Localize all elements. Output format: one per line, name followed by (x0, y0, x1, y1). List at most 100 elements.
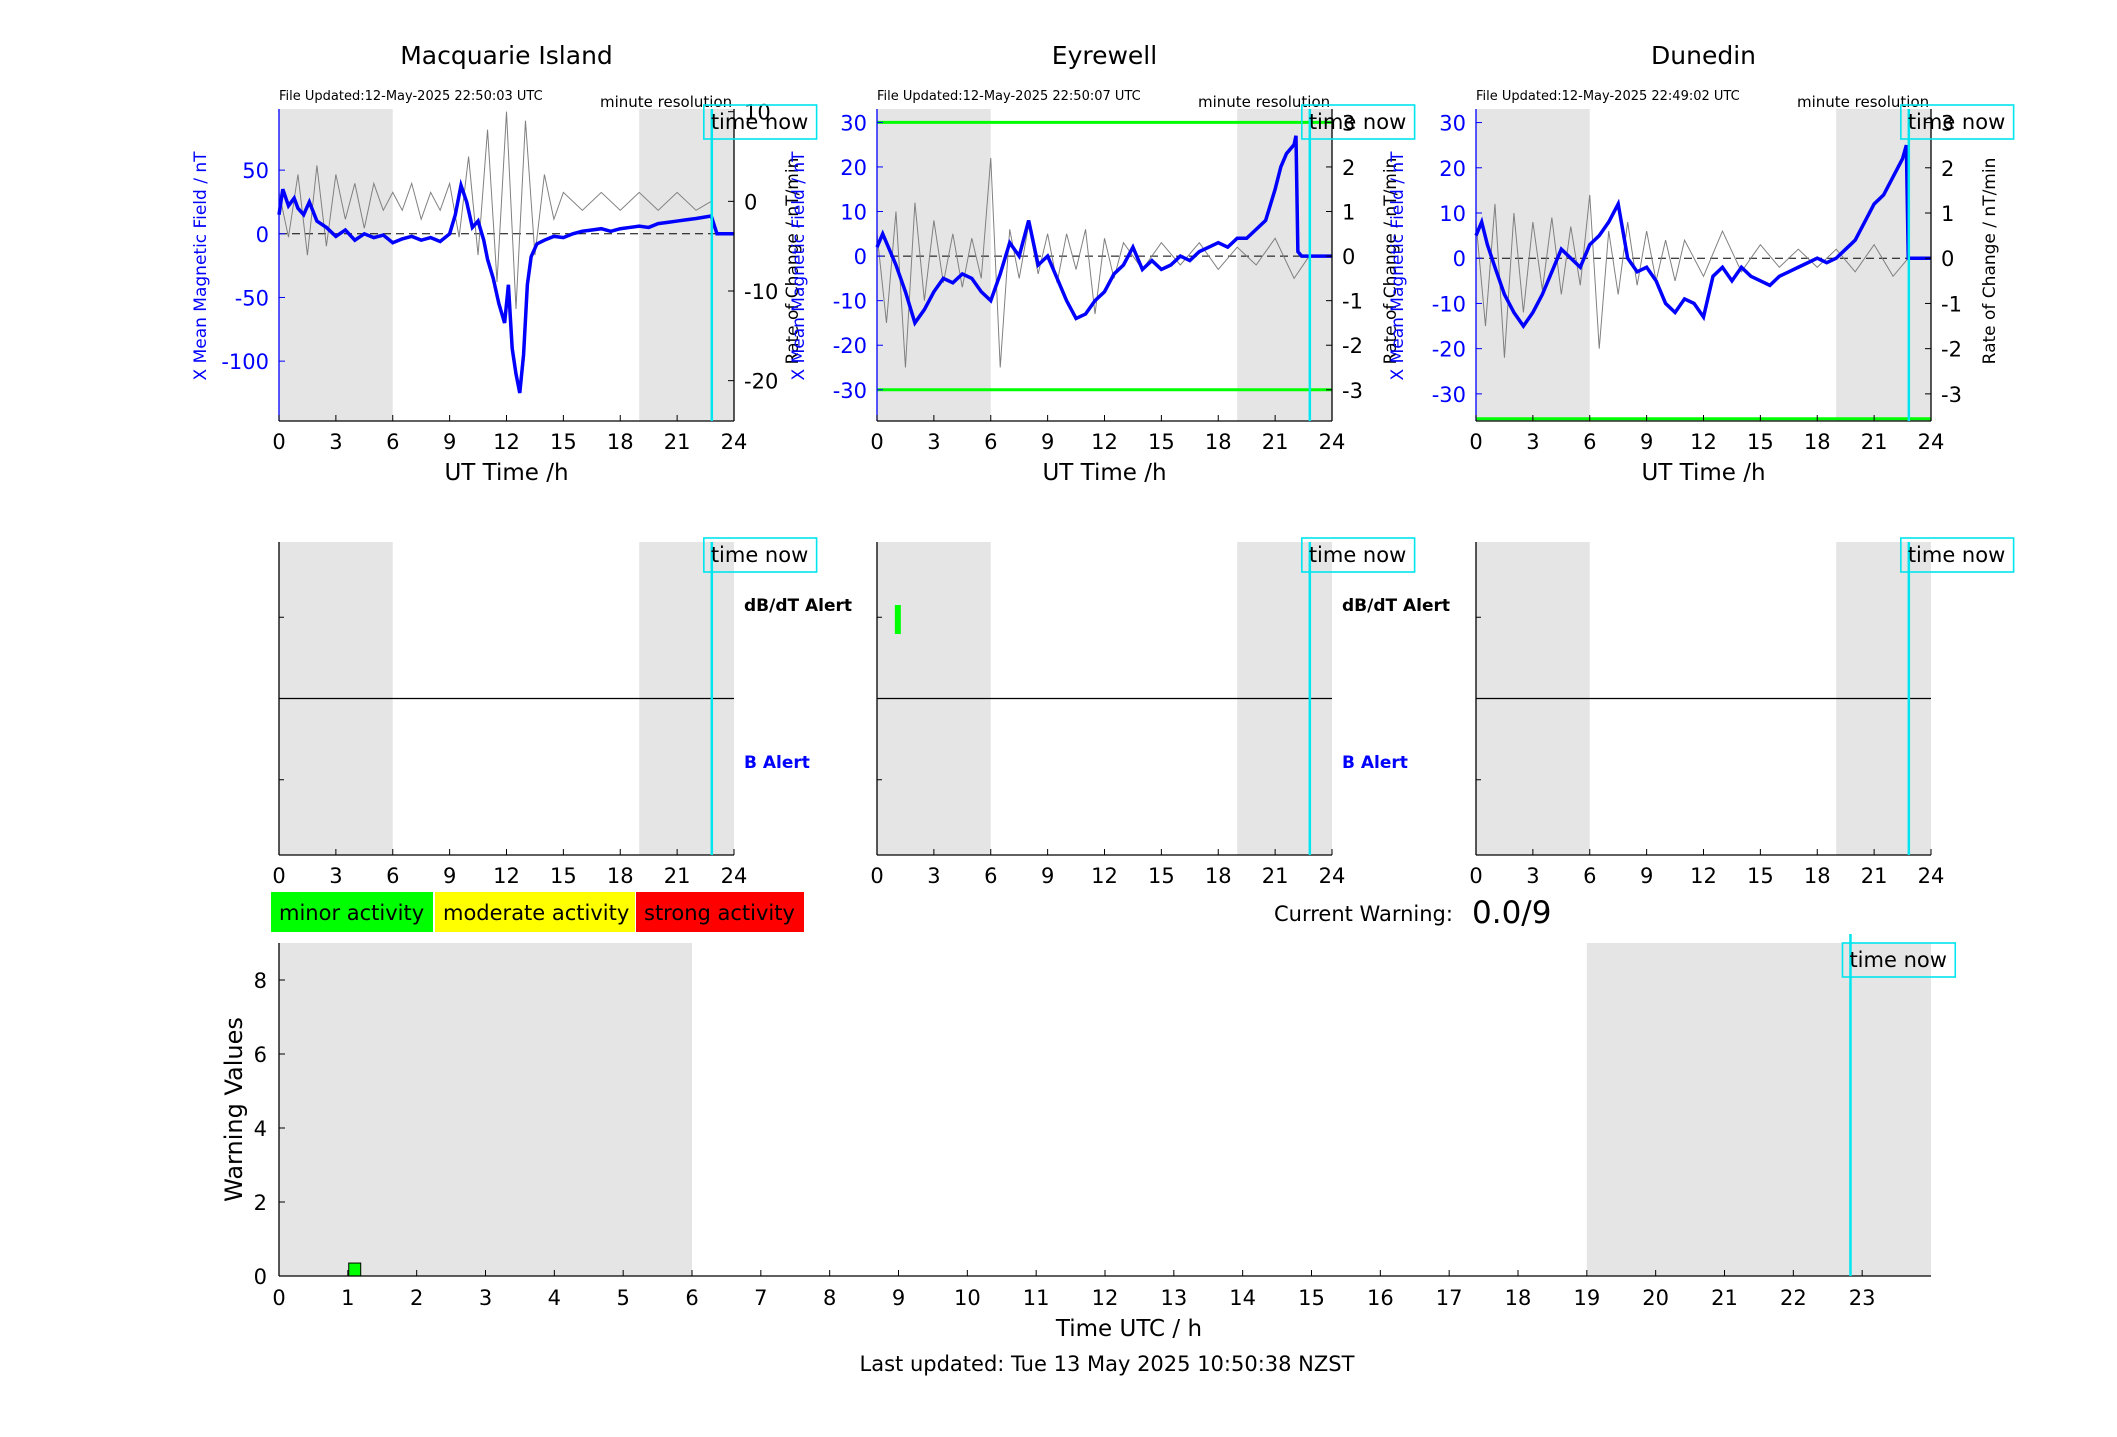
x-tick-label: 0 (870, 864, 883, 888)
time-now-label-frame (703, 537, 818, 573)
y2-tick-label: 0 (744, 190, 757, 214)
x-tick-label: 5 (616, 1286, 629, 1310)
time-now-label: time now (1309, 543, 1406, 567)
x-tick-label: 16 (1367, 1286, 1394, 1310)
y-tick-label: 0 (256, 223, 269, 247)
x-tick-label: 21 (1861, 864, 1888, 888)
x-tick-label: 0 (870, 430, 883, 454)
x-tick-label: 24 (1918, 864, 1945, 888)
time-now-label-frame (703, 104, 818, 140)
y2-tick-label: -2 (1342, 334, 1363, 358)
x-tick-label: 18 (607, 430, 634, 454)
y-axis-label: Warning Values (220, 1017, 248, 1202)
x-tick-label: 19 (1573, 1286, 1600, 1310)
x-tick-label: 1 (341, 1286, 354, 1310)
x-tick-label: 21 (664, 430, 691, 454)
y-tick-label: -10 (833, 290, 867, 314)
x-tick-label: 24 (721, 430, 748, 454)
y2-tick-label: 1 (1342, 201, 1355, 225)
x-tick-label: 18 (1804, 864, 1831, 888)
y-tick-label: -30 (833, 379, 867, 403)
y-tick-label: 50 (242, 159, 269, 183)
night-band (279, 943, 692, 1276)
night-band (1586, 943, 1931, 1276)
time-now-label: time now (1908, 110, 2005, 134)
x-tick-label: 9 (443, 430, 456, 454)
y-tick-label: 2 (254, 1191, 267, 1215)
y2-tick-label: 2 (1941, 157, 1954, 181)
x-axis-label: UT Time /h (1641, 460, 1765, 486)
x-tick-label: 9 (443, 864, 456, 888)
y-tick-label: -10 (1432, 292, 1466, 316)
x-tick-label: 18 (1804, 430, 1831, 454)
y2-tick-label: -1 (1941, 292, 1962, 316)
last-updated-text: Last updated: Tue 13 May 2025 10:50:38 N… (860, 1352, 1355, 1376)
x-tick-label: 9 (892, 1286, 905, 1310)
legend-swatch-minor (271, 892, 433, 932)
y2-tick-label: -10 (744, 280, 778, 304)
x-tick-label: 21 (1861, 430, 1888, 454)
y-axis-label: X Mean Magnetic Field / nT (789, 151, 809, 381)
y2-axis-label: Rate of Change / nT/min (783, 158, 803, 365)
x-tick-label: 6 (984, 430, 997, 454)
x-tick-label: 15 (1747, 864, 1774, 888)
resolution-text: minute resolution (1198, 93, 1330, 111)
time-now-label: time now (1309, 110, 1406, 134)
x-tick-label: 21 (1262, 864, 1289, 888)
x-tick-label: 18 (1505, 1286, 1532, 1310)
y2-tick-label: 3 (1342, 111, 1355, 135)
y-tick-label: 0 (1453, 247, 1466, 271)
x-tick-label: 24 (1319, 864, 1346, 888)
x-tick-label: 15 (550, 864, 577, 888)
x-tick-label: 12 (1091, 430, 1118, 454)
x-tick-label: 24 (1918, 430, 1945, 454)
y2-tick-label: -2 (1941, 338, 1962, 362)
x-tick-label: 0 (272, 864, 285, 888)
x-tick-label: 3 (927, 430, 940, 454)
x-tick-label: 0 (1469, 430, 1482, 454)
x-tick-label: 18 (1205, 864, 1232, 888)
x-tick-label: 18 (607, 864, 634, 888)
x-tick-label: 13 (1160, 1286, 1187, 1310)
x-tick-label: 0 (272, 430, 285, 454)
rate-series-line (278, 111, 712, 309)
x-tick-label: 21 (1262, 430, 1289, 454)
y-tick-label: 10 (840, 201, 867, 225)
x-tick-label: 11 (1023, 1286, 1050, 1310)
y-tick-label: -100 (221, 350, 269, 374)
x-tick-label: 12 (493, 864, 520, 888)
night-band (279, 109, 393, 421)
x-tick-label: 15 (1298, 1286, 1325, 1310)
legend-swatch-moderate (435, 892, 635, 932)
x-tick-label: 4 (548, 1286, 561, 1310)
y2-tick-label: 1 (1941, 202, 1954, 226)
resolution-text: minute resolution (1797, 93, 1929, 111)
x-tick-label: 3 (1526, 430, 1539, 454)
y-tick-label: -50 (235, 286, 269, 310)
field-series-line (875, 135, 1332, 327)
y2-tick-label: -3 (1941, 383, 1962, 407)
file-updated-text: File Updated:12-May-2025 22:49:02 UTC (1476, 89, 1740, 104)
x-tick-label: 7 (754, 1286, 767, 1310)
x-tick-label: 12 (1091, 864, 1118, 888)
x-tick-label: 0 (1469, 864, 1482, 888)
time-now-label: time now (711, 543, 808, 567)
time-now-label-frame (1301, 104, 1416, 140)
x-tick-label: 3 (1526, 864, 1539, 888)
y-tick-label: 30 (840, 111, 867, 135)
x-tick-label: 21 (664, 864, 691, 888)
x-tick-label: 0 (272, 1286, 285, 1310)
x-tick-label: 12 (1092, 1286, 1119, 1310)
current-warning-value: 0.0/9 (1472, 895, 1551, 931)
time-now-label-frame (1301, 537, 1416, 573)
time-now-label: time now (1908, 543, 2005, 567)
time-now-label: time now (711, 110, 808, 134)
x-tick-label: 17 (1436, 1286, 1463, 1310)
x-tick-label: 10 (954, 1286, 981, 1310)
x-tick-label: 20 (1642, 1286, 1669, 1310)
time-now-label-frame (1900, 104, 2015, 140)
x-tick-label: 3 (329, 864, 342, 888)
x-tick-label: 12 (1690, 430, 1717, 454)
legend-label-strong: strong activity (644, 901, 795, 925)
